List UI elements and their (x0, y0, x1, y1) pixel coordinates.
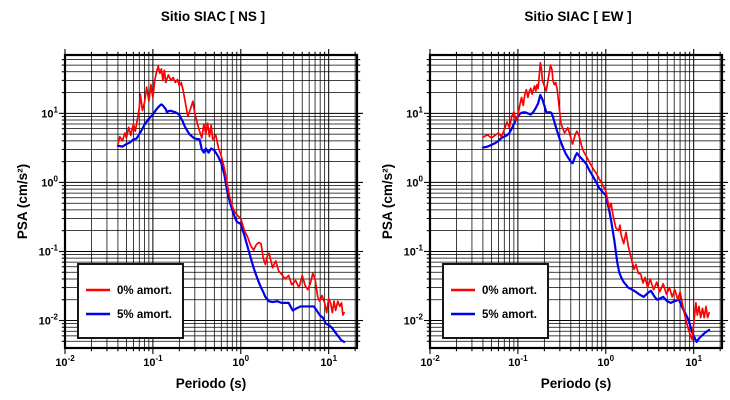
plot-border (63, 53, 359, 350)
tick-label: 100 (597, 354, 614, 369)
chart-title: Sitio SIAC [ EW ] (524, 9, 631, 24)
tick-label: 10-2 (55, 354, 75, 369)
chart-ns: 10-2 10-1 100 101 10-2 10-1 100 101 Sitio SIAC [… (15, 9, 363, 391)
legend-label: 5% amort. (117, 309, 172, 321)
tick-label: 10-1 (143, 354, 163, 369)
tick-label: 10-1 (508, 354, 528, 369)
plot-border (428, 53, 724, 350)
tick-label: 10-2 (420, 354, 440, 369)
tick-label: 101 (685, 354, 702, 369)
series-line-5-amort- (116, 103, 346, 344)
plot-frame (59, 49, 363, 354)
legend-label: 0% amort. (482, 285, 537, 297)
chart-ew: 10-2 10-1 100 101 10-2 10-1 100 101 Sitio SIAC [… (380, 9, 728, 391)
series-lines (481, 61, 711, 344)
legend-box (442, 263, 549, 339)
series-lines (116, 65, 346, 344)
series-line-0-amort- (482, 61, 711, 341)
tick-label: 10-2 (39, 313, 59, 328)
plot-grid (430, 55, 722, 348)
series-line-5-amort- (481, 93, 711, 344)
chart-panel-ns: 10-2 10-1 100 101 10-2 10-1 100 101 Sitio SIAC [… (15, 9, 363, 391)
x-axis-label: Periodo (s) (176, 376, 247, 391)
tick-label: 10-1 (39, 243, 59, 258)
tick-label: 101 (41, 105, 58, 120)
legend: 0% amort. 5% amort. (77, 263, 184, 339)
tick-label: 100 (232, 354, 249, 369)
x-axis-label: Periodo (s) (541, 376, 612, 391)
legend-label: 5% amort. (482, 309, 537, 321)
tick-label: 10-2 (404, 313, 424, 328)
tick-label: 101 (320, 354, 337, 369)
series-line-0-amort- (117, 65, 346, 316)
chart-panel-ew: 10-2 10-1 100 101 10-2 10-1 100 101 Sitio SIAC [… (365, 0, 730, 400)
legend: 0% amort. 5% amort. (442, 263, 549, 339)
tick-label: 101 (406, 105, 423, 120)
tick-label: 100 (406, 174, 423, 189)
legend-box (77, 263, 184, 339)
legend-label: 0% amort. (117, 285, 172, 297)
tick-label: 10-1 (404, 243, 424, 258)
y-axis-label: PSA (cm/s²) (15, 164, 30, 239)
plot-frame (424, 49, 728, 354)
chart-title: Sitio SIAC [ NS ] (161, 9, 265, 24)
tick-label: 100 (41, 174, 58, 189)
y-axis-label: PSA (cm/s²) (380, 164, 395, 239)
